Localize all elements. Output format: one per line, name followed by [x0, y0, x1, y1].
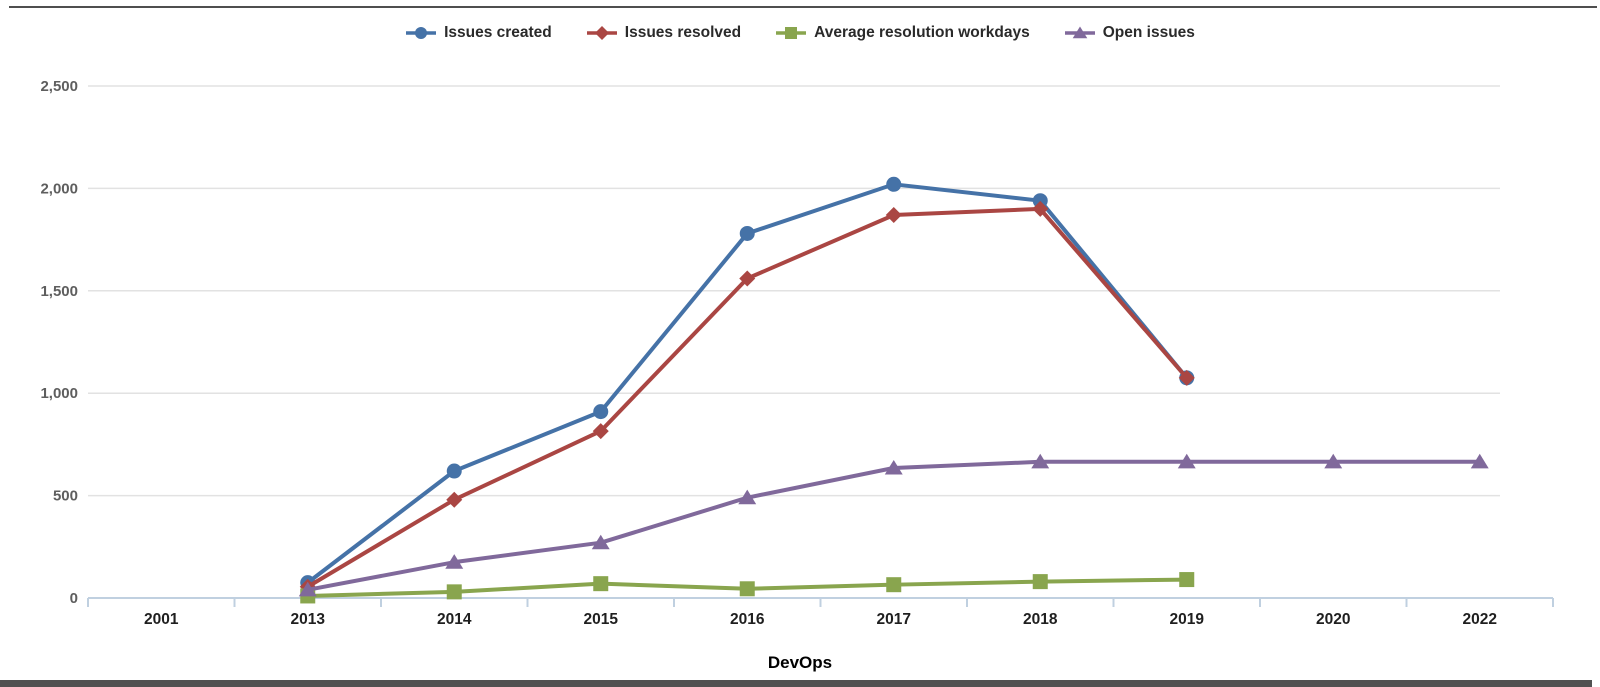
- diamond-marker: [592, 423, 609, 440]
- square-marker: [1179, 572, 1195, 588]
- triangle-marker: [1470, 453, 1489, 469]
- square-marker: [739, 581, 755, 597]
- y-tick-label: 2,000: [40, 180, 78, 197]
- legend-item-average-resolution-workdays[interactable]: Average resolution workdays: [775, 24, 1030, 42]
- circle-marker: [739, 225, 755, 241]
- x-axis-title: DevOps: [768, 653, 832, 672]
- diamond-legend-icon: [586, 26, 617, 40]
- chart-legend: Issues created Issues resolved Average res…: [0, 24, 1600, 42]
- circle-legend-icon: [406, 27, 437, 39]
- triangle-marker: [884, 459, 903, 475]
- series-open-issues: [298, 453, 1489, 597]
- x-tick-label: 2022: [1463, 611, 1497, 628]
- y-tick-label: 2,500: [40, 78, 78, 95]
- circle-marker: [446, 463, 462, 479]
- square-marker: [886, 577, 902, 593]
- legend-label: Open issues: [1102, 24, 1195, 41]
- triangle-marker: [445, 554, 464, 569]
- series-line: [305, 182, 1189, 585]
- legend-item-issues-resolved[interactable]: Issues resolved: [586, 24, 741, 42]
- square-marker: [446, 584, 462, 600]
- square-marker: [1032, 574, 1048, 590]
- x-tick-label: 2014: [437, 611, 472, 628]
- triangle-marker: [1031, 453, 1050, 469]
- circle-marker: [1032, 193, 1048, 209]
- window-bottom-edge: [0, 680, 1592, 687]
- window-top-border: [9, 6, 1597, 8]
- x-tick-label: 2015: [584, 611, 619, 628]
- triangle-marker: [298, 581, 317, 597]
- diamond-marker: [446, 491, 463, 508]
- y-tick-label: 0: [70, 590, 78, 607]
- series-issues-created: [300, 176, 1195, 591]
- x-tick-label: 2019: [1170, 611, 1205, 628]
- triangle-marker: [738, 489, 757, 505]
- triangle-legend-icon: [1064, 26, 1095, 39]
- triangle-marker: [1324, 453, 1343, 469]
- triangle-marker: [1177, 453, 1196, 469]
- diamond-marker: [739, 270, 756, 287]
- y-tick-label: 500: [53, 488, 78, 505]
- x-tick-label: 2016: [730, 611, 765, 628]
- series-line: [305, 206, 1189, 589]
- triangle-icon: [1072, 26, 1088, 39]
- y-tick-label: 1,500: [40, 283, 78, 300]
- series-issues-resolved: [299, 200, 1195, 595]
- diamond-marker: [1178, 369, 1195, 386]
- series-line: [305, 459, 1482, 592]
- circle-marker: [886, 176, 902, 192]
- x-tick-label: 2013: [291, 611, 326, 628]
- legend-label: Issues resolved: [624, 24, 742, 41]
- x-tick-label: 2018: [1023, 611, 1058, 628]
- diamond-marker: [1032, 200, 1049, 217]
- square-marker: [593, 576, 609, 592]
- legend-item-open-issues[interactable]: Open issues: [1064, 24, 1195, 42]
- diamond-icon: [594, 26, 609, 40]
- legend-label: Issues created: [444, 24, 552, 41]
- x-tick-label: 2001: [144, 611, 179, 628]
- y-tick-label: 1,000: [40, 385, 78, 402]
- x-tick-label: 2020: [1316, 611, 1350, 628]
- legend-item-issues-created[interactable]: Issues created: [405, 24, 552, 42]
- diamond-marker: [885, 207, 902, 224]
- triangle-marker: [591, 534, 610, 550]
- square-icon: [785, 27, 798, 39]
- x-tick-label: 2017: [877, 611, 911, 628]
- circle-icon: [415, 27, 428, 39]
- circle-marker: [593, 404, 609, 420]
- legend-label: Average resolution workdays: [814, 24, 1030, 41]
- square-legend-icon: [776, 27, 807, 39]
